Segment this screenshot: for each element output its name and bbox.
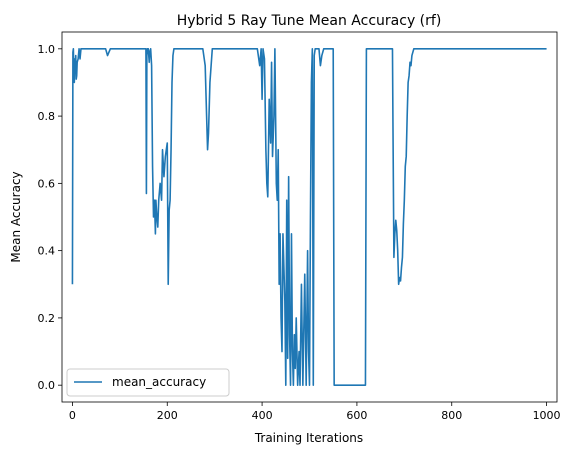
- x-axis-label: Training Iterations: [254, 431, 363, 445]
- y-axis-ticks: 0.0 0.2 0.4 0.6 0.8 1.0: [38, 43, 62, 392]
- y-tick-label: 0.4: [38, 245, 56, 258]
- series-line-mean-accuracy: [71, 48, 547, 386]
- y-axis-label: Mean Accuracy: [9, 171, 23, 262]
- y-tick-label: 0.8: [38, 110, 56, 123]
- x-tick-label: 400: [252, 409, 273, 422]
- chart-title: Hybrid 5 Ray Tune Mean Accuracy (rf): [177, 13, 442, 29]
- y-tick-label: 1.0: [38, 43, 56, 56]
- x-tick-label: 200: [157, 409, 178, 422]
- y-tick-label: 0.6: [38, 177, 56, 190]
- y-tick-label: 0.0: [38, 379, 56, 392]
- legend-box: [66, 368, 230, 397]
- legend: mean_accuracy: [66, 368, 230, 397]
- x-tick-label: 0: [69, 409, 76, 422]
- x-tick-label: 800: [441, 409, 462, 422]
- x-tick-label: 1000: [533, 409, 561, 422]
- x-axis-ticks: 0 200 400 600 800 1000: [69, 402, 561, 422]
- x-tick-label: 600: [346, 409, 367, 422]
- legend-label: mean_accuracy: [112, 375, 206, 389]
- y-tick-label: 0.2: [38, 312, 56, 325]
- plot-frame: [61, 31, 558, 403]
